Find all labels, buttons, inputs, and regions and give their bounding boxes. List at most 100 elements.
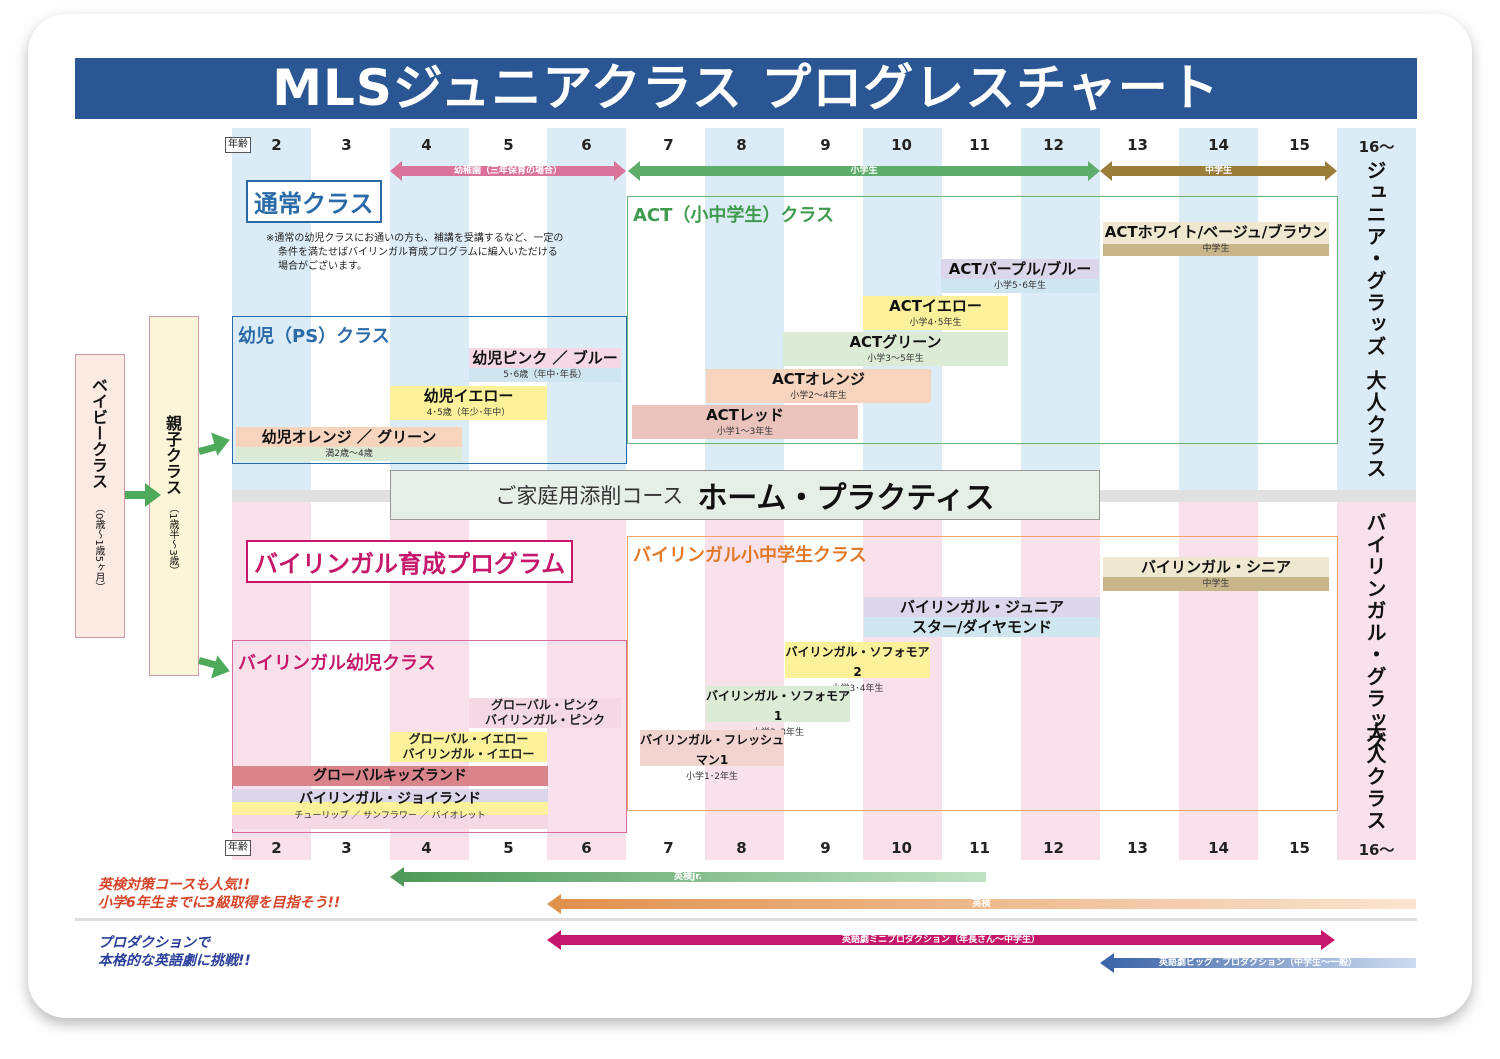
global-kidsland-bar: グローバルキッズランド [232, 766, 548, 786]
ps-title: 幼児（PS）クラス [238, 326, 390, 347]
ps-yellow-bar: 幼児イエロー 4･5歳（年少･年中） [390, 386, 547, 420]
regular-note-3: 場合がございます。 [278, 261, 367, 272]
act-title: ACT（小中学生）クラス [633, 205, 835, 226]
kinder-arrow: 幼稚園（三年保育の場合） [390, 161, 626, 181]
bilingual-school-box [627, 536, 1338, 811]
age-2: 2 [271, 839, 282, 857]
bar-name: 幼児オレンジ ／ グリーン [261, 428, 437, 446]
ps-pink-blue-bar: 幼児ピンク ／ ブルー 5･6歳（年中･年長） [469, 348, 621, 382]
baby-to-parent-arrow-icon [145, 483, 161, 507]
bar-name: ACTイエロー [889, 297, 982, 315]
ps-orange-green-bar: 幼児オレンジ ／ グリーン 満2歳〜4歳 [236, 427, 462, 461]
baby-class-sub: （0歳〜1歳5ヶ月） [93, 503, 104, 593]
eiken-jr-label: 英検Jr. [674, 872, 702, 882]
bilingual-grads-label: バイリンガル・グラッズ [1363, 512, 1387, 754]
bilingual-school-title: バイリンガル小中学生クラス [633, 545, 867, 566]
eiken-jr-arrow: 英検Jr. [390, 867, 986, 887]
bar-sub: 小学3･4年生 [831, 684, 884, 694]
act-green-bar: ACTグリーン 小学3〜5年生 [783, 332, 1008, 366]
bar-sub: 満2歳〜4歳 [325, 449, 373, 459]
bar-name: グローバル・ピンク [491, 698, 599, 712]
age-label-bottom: 年齢 [225, 840, 251, 856]
bottom-divider [75, 918, 1417, 921]
bar-name: バイリンガル・フレッシュマン1 [640, 733, 785, 767]
parent-class-sub: （1歳半〜3歳） [167, 503, 178, 576]
regular-class-title: 通常クラス [246, 180, 382, 223]
act-yellow-bar: ACTイエロー 小学4･5年生 [863, 296, 1008, 330]
age-10: 10 [891, 839, 912, 857]
page-title: MLSジュニアクラス プログレスチャート [75, 58, 1417, 119]
age-label-top: 年齢 [225, 137, 251, 153]
adult-class-label-top: 大人クラス [1363, 370, 1387, 480]
age-5: 5 [503, 839, 514, 857]
bar-name-2: スター/ダイヤモンド [911, 618, 1053, 636]
bilingual-sophomore2-bar: バイリンガル・ソフォモア2 小学3･4年生 [785, 642, 930, 694]
age-16: 16〜 [1358, 841, 1395, 859]
age-14: 14 [1208, 839, 1229, 857]
bilingual-kids-title: バイリンガル幼児クラス [238, 653, 436, 674]
age-4: 4 [421, 136, 432, 154]
age-16: 16〜 [1358, 138, 1395, 156]
baby-class-box: ベイビークラス （0歳〜1歳5ヶ月） [75, 354, 125, 638]
elementary-label: 小学生 [850, 166, 878, 176]
bar-sub: 小学5･6年生 [994, 281, 1046, 291]
home-name: ホーム・プラクティス [697, 481, 995, 516]
baby-class-name: ベイビークラス [89, 377, 108, 489]
age-14: 14 [1208, 136, 1229, 154]
drama-big-label: 英語劇ビッグ・プロダクション（中学生〜一般） [1158, 958, 1357, 968]
age-12: 12 [1043, 136, 1064, 154]
kinder-label: 幼稚園（三年保育の場合） [453, 166, 562, 176]
bilingual-senior-bar: バイリンガル・シニア 中学生 [1103, 557, 1329, 591]
drama-mini-label: 英語劇ミニプロダクション（年長さん〜中学生） [841, 935, 1040, 945]
bar-name: ACTパープル/ブルー [948, 260, 1092, 278]
age-11: 11 [969, 839, 990, 857]
age-15: 15 [1289, 839, 1310, 857]
age-8: 8 [736, 839, 747, 857]
bilingual-kids-box [232, 640, 627, 833]
eiken-label: 英検 [972, 899, 991, 909]
eiken-arrow: 英検 [547, 894, 1416, 914]
age-8: 8 [736, 136, 747, 154]
adult-class-label-bottom: 大人クラス [1363, 722, 1387, 832]
age-7: 7 [663, 136, 674, 154]
age-6: 6 [581, 839, 592, 857]
bar-name: バイリンガル・ソフォモア1 [706, 689, 851, 723]
age-11: 11 [969, 136, 990, 154]
bilingual-program-title: バイリンガル育成プログラム [246, 540, 574, 583]
drama-promo-2: 本格的な英語劇に挑戦!! [98, 953, 251, 969]
age-3: 3 [341, 136, 352, 154]
global-pink-bar: グローバル・ピンク バイリンガル・ピンク [469, 698, 621, 728]
drama-big-arrow: 英語劇ビッグ・プロダクション（中学生〜一般） [1100, 953, 1416, 973]
bar-sub: 小学3〜5年生 [867, 354, 924, 364]
bar-sub: 中学生 [1202, 579, 1230, 589]
bar-name-2: バイリンガル・ピンク [484, 713, 605, 727]
bar-name: ACTレッド [706, 406, 784, 424]
bilingual-freshman1-bar: バイリンガル・フレッシュマン1 小学1･2年生 [640, 730, 784, 782]
ps-box [232, 316, 627, 464]
bar-sub: 小学1･2年生 [686, 772, 738, 782]
act-box [627, 196, 1338, 444]
bar-sub: 中学生 [1202, 244, 1230, 254]
bar-sub: 小学2〜4年生 [790, 391, 847, 401]
junior-high-arrow: 中学生 [1100, 161, 1337, 181]
age-5: 5 [503, 136, 514, 154]
home-prefix: ご家庭用添削コース [495, 484, 684, 508]
age-12: 12 [1043, 839, 1064, 857]
bar-name: 幼児イエロー [423, 387, 514, 405]
act-white-bar: ACTホワイト/ベージュ/ブラウン 中学生 [1103, 222, 1329, 256]
act-red-bar: ACTレッド 小学1〜3年生 [632, 405, 858, 439]
bar-name-2: バイリンガル・イエロー [402, 747, 535, 761]
bar-name: バイリンガル・ジョイランド [299, 791, 481, 807]
bar-name: 幼児ピンク ／ ブルー [472, 349, 618, 367]
age-3: 3 [341, 839, 352, 857]
bar-sub: チューリップ ／ サンフラワー ／ バイオレット [294, 811, 486, 821]
drama-mini-arrow: 英語劇ミニプロダクション（年長さん〜中学生） [547, 930, 1335, 950]
parent-class-name: 親子クラス [163, 415, 182, 495]
bar-name: グローバル・イエロー [408, 732, 529, 746]
bilingual-sophomore1-bar: バイリンガル・ソフォモア1 小学2･3年生 [706, 686, 850, 738]
regular-note-2: 条件を満たせばバイリンガル育成プログラムに編入いただける [278, 247, 558, 258]
baby-to-parent-arrow-shaft [125, 491, 147, 499]
bilingual-junior-bar: バイリンガル・ジュニア スター/ダイヤモンド [864, 597, 1100, 637]
bilingual-joyland-bar: バイリンガル・ジョイランド チューリップ ／ サンフラワー ／ バイオレット [232, 789, 548, 829]
drama-promo-1: プロダクションで [98, 935, 210, 951]
